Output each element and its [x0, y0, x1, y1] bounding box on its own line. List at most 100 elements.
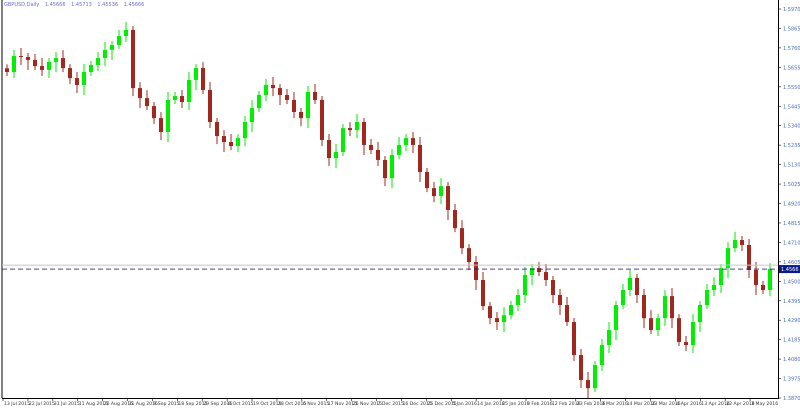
date-tick-label: 20 Aug 2015 — [104, 401, 134, 407]
candles — [5, 21, 772, 399]
candle — [362, 117, 366, 155]
date-tick-label: 7 Dec 2015 — [378, 401, 405, 407]
candle — [355, 113, 359, 139]
candle — [705, 284, 709, 310]
candle-body — [369, 144, 373, 150]
candle — [222, 130, 226, 153]
candle-body — [138, 88, 142, 99]
candle-body — [96, 58, 100, 65]
price-tick-label: 1.4395 — [783, 299, 800, 305]
candle — [124, 21, 128, 43]
candle-body — [341, 128, 345, 153]
candle — [117, 30, 121, 49]
date-tick-label: 6 Nov 2015 — [303, 401, 330, 407]
candle-body — [54, 58, 58, 62]
candle — [530, 264, 534, 286]
candle-body — [355, 121, 359, 131]
candle-body — [418, 144, 422, 173]
candle-body — [474, 262, 478, 281]
candle-body — [509, 305, 513, 316]
candle-body — [250, 108, 254, 122]
candle — [103, 41, 107, 67]
candle — [257, 90, 261, 113]
candle-body — [19, 56, 23, 58]
candle-body — [292, 99, 296, 112]
candle — [446, 182, 450, 220]
candle — [733, 231, 737, 253]
date-tick-label: 13 Apr 2016 — [701, 401, 729, 407]
candle-body — [593, 365, 597, 389]
candle — [75, 72, 79, 93]
candle-body — [180, 96, 184, 102]
candle — [586, 372, 590, 399]
candle-body — [614, 305, 618, 331]
candle — [292, 91, 296, 118]
date-tick-label: 13 Jul 2015 — [4, 401, 30, 407]
candle-body — [348, 128, 352, 131]
candle — [61, 50, 65, 73]
candle — [47, 57, 51, 78]
candle — [348, 122, 352, 137]
candle-body — [586, 380, 590, 389]
candle-body — [110, 44, 114, 50]
date-tick-label: 23 Mar 2016 — [651, 401, 680, 407]
candle — [390, 148, 394, 189]
candle — [334, 144, 338, 169]
date-tick-label: 3 Feb 2016 — [527, 401, 553, 407]
candle — [236, 134, 240, 153]
candle-body — [12, 56, 16, 72]
candle — [250, 100, 254, 132]
candle-body — [460, 228, 464, 249]
candle — [320, 95, 324, 146]
candle — [418, 136, 422, 183]
candle — [481, 272, 485, 311]
candle — [579, 349, 583, 389]
candle-body — [390, 154, 394, 179]
candle-body — [656, 318, 660, 331]
candle — [488, 302, 492, 325]
candle — [747, 238, 751, 279]
current-price-badge — [779, 265, 800, 274]
candle — [19, 48, 23, 65]
candle-body — [278, 88, 282, 95]
date-tick-label: 31 Jul 2015 — [54, 401, 80, 407]
candle — [180, 90, 184, 108]
candle — [54, 52, 58, 72]
date-tick-label: 29 Sep 2015 — [203, 401, 232, 407]
candle-body — [173, 96, 177, 100]
candle-body — [383, 159, 387, 179]
price-tick-label: 1.5235 — [783, 143, 800, 149]
candle — [82, 63, 86, 95]
candle — [677, 314, 681, 347]
candle — [698, 301, 702, 333]
date-tick-label: 22 Apr 2016 — [726, 401, 754, 407]
candle-body — [327, 139, 331, 159]
candle-body — [264, 84, 268, 95]
price-tick-label: 1.5655 — [783, 65, 800, 71]
candle-body — [621, 290, 625, 306]
candle-body — [754, 270, 758, 286]
date-tick-label: 18 Sep 2015 — [178, 401, 207, 407]
candle-body — [194, 68, 198, 80]
candle — [299, 107, 303, 127]
candle-body — [166, 99, 170, 132]
candle — [40, 58, 44, 76]
candle — [138, 82, 142, 109]
bid-line-group: 1.4566 — [2, 264, 800, 274]
candle-body — [733, 239, 737, 249]
candle — [621, 284, 625, 310]
candle-body — [558, 295, 562, 306]
candle — [306, 85, 310, 129]
candle — [558, 289, 562, 316]
candle-body — [229, 142, 233, 147]
price-tick-label: 1.5130 — [783, 163, 800, 169]
date-tick-label: 5 Jan 2016 — [452, 401, 477, 407]
candle-body — [467, 248, 471, 263]
candle-body — [761, 285, 765, 291]
high-value: 1.45713 — [71, 2, 92, 8]
price-tick-label: 1.3870 — [783, 396, 800, 402]
date-tick-label: 25 Dec 2015 — [427, 401, 456, 407]
candle-body — [40, 66, 44, 70]
candle-body — [376, 149, 380, 160]
